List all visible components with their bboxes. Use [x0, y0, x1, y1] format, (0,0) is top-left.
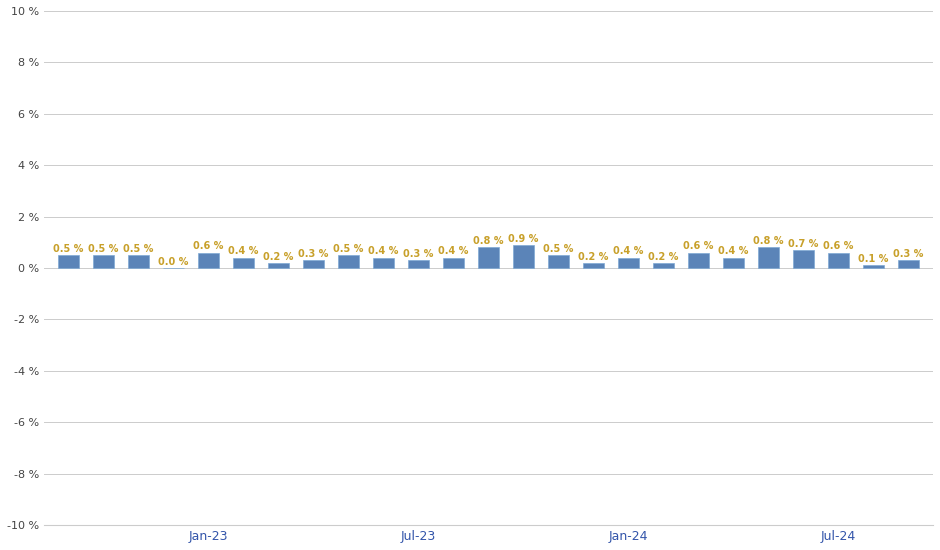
Text: 0.0 %: 0.0 % [158, 257, 189, 267]
Bar [898, 260, 919, 268]
Text: 0.5 %: 0.5 % [543, 244, 573, 254]
Bar [93, 255, 114, 268]
Text: 0.4 %: 0.4 % [228, 246, 258, 256]
Bar [338, 255, 359, 268]
Text: 0.2 %: 0.2 % [578, 252, 609, 262]
Bar [828, 252, 849, 268]
Bar [303, 260, 324, 268]
Bar [863, 266, 884, 268]
Text: 0.5 %: 0.5 % [54, 244, 84, 254]
Bar [58, 255, 79, 268]
Bar [513, 245, 534, 268]
Text: 0.6 %: 0.6 % [823, 241, 854, 251]
Text: 0.5 %: 0.5 % [88, 244, 118, 254]
Bar [583, 263, 604, 268]
Text: 0.4 %: 0.4 % [438, 246, 469, 256]
Bar [618, 258, 639, 268]
Bar [793, 250, 814, 268]
Text: 0.3 %: 0.3 % [298, 249, 329, 259]
Text: 0.2 %: 0.2 % [263, 252, 293, 262]
Bar [373, 258, 394, 268]
Bar [408, 260, 429, 268]
Text: 0.2 %: 0.2 % [649, 252, 679, 262]
Bar [233, 258, 254, 268]
Text: 0.8 %: 0.8 % [473, 236, 504, 246]
Bar [478, 248, 499, 268]
Bar [548, 255, 569, 268]
Bar [198, 252, 219, 268]
Text: 0.3 %: 0.3 % [403, 249, 433, 259]
Bar [723, 258, 744, 268]
Bar [128, 255, 149, 268]
Text: 0.9 %: 0.9 % [509, 234, 539, 244]
Bar [758, 248, 779, 268]
Text: 0.6 %: 0.6 % [683, 241, 713, 251]
Bar [653, 263, 674, 268]
Text: 0.1 %: 0.1 % [858, 254, 888, 264]
Text: 0.4 %: 0.4 % [368, 246, 399, 256]
Bar [268, 263, 289, 268]
Text: 0.4 %: 0.4 % [613, 246, 644, 256]
Text: 0.6 %: 0.6 % [194, 241, 224, 251]
Text: 0.8 %: 0.8 % [753, 236, 784, 246]
Text: 0.4 %: 0.4 % [718, 246, 749, 256]
Bar [443, 258, 464, 268]
Text: 0.7 %: 0.7 % [789, 239, 819, 249]
Text: 0.3 %: 0.3 % [893, 249, 924, 259]
Bar [688, 252, 709, 268]
Text: 0.5 %: 0.5 % [123, 244, 153, 254]
Text: 0.5 %: 0.5 % [334, 244, 364, 254]
